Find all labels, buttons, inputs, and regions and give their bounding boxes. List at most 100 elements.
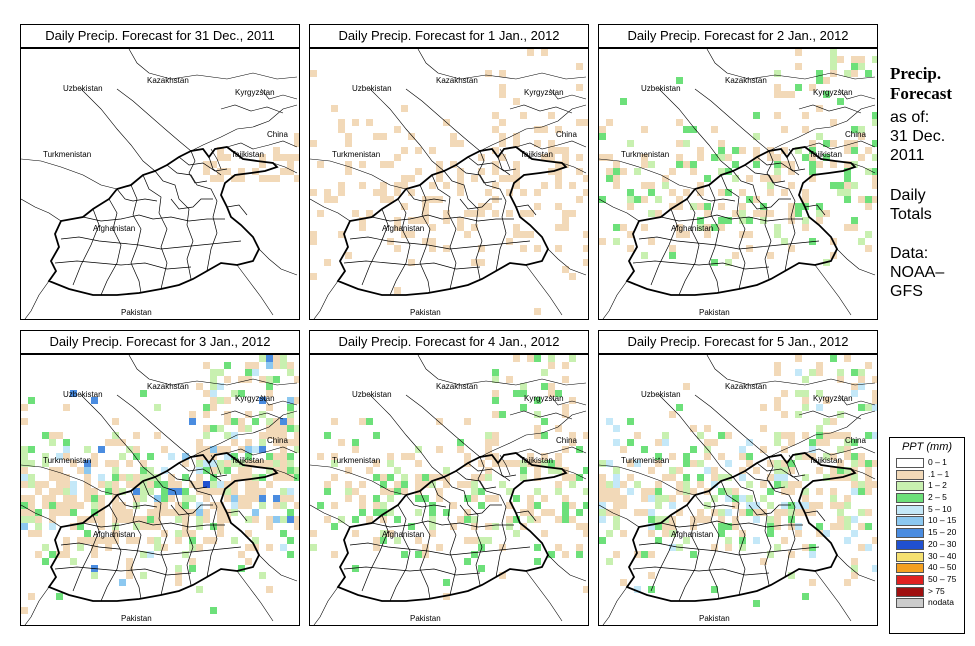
precip-cell	[697, 203, 704, 210]
precip-cell	[224, 168, 231, 175]
precip-cell	[788, 502, 795, 509]
precip-cell	[457, 446, 464, 453]
precip-cell	[182, 488, 189, 495]
precip-cell	[767, 474, 774, 481]
precip-cell	[63, 537, 70, 544]
precip-cell	[641, 509, 648, 516]
precip-cell	[718, 203, 725, 210]
precip-cell	[858, 509, 865, 516]
precip-cell	[576, 154, 583, 161]
province-boundary	[786, 156, 800, 176]
precip-cell	[809, 446, 816, 453]
precip-cell	[648, 516, 655, 523]
precip-cell	[676, 140, 683, 147]
precip-cell	[844, 523, 851, 530]
country-label-kyrgyzstan: Kyrgyzstan	[235, 88, 275, 97]
precip-cell	[606, 558, 613, 565]
precip-cell	[788, 245, 795, 252]
data-source-block: Data: NOAA– GFS	[890, 244, 975, 301]
precip-cell	[599, 495, 606, 502]
country-label-turkmenistan: Turkmenistan	[332, 456, 380, 465]
precip-cell	[725, 509, 732, 516]
country-border	[21, 158, 118, 190]
precip-cell	[345, 252, 352, 259]
precip-cell	[816, 210, 823, 217]
precip-cell	[224, 362, 231, 369]
precip-cell	[562, 467, 569, 474]
legend-label: 40 – 50	[928, 562, 957, 573]
precip-cell	[84, 488, 91, 495]
country-border	[272, 162, 298, 174]
country-border	[128, 355, 172, 386]
precip-cell	[683, 231, 690, 238]
precip-cell	[294, 439, 299, 446]
precip-cell	[259, 411, 266, 418]
province-boundary	[208, 156, 222, 176]
precip-cell	[534, 467, 541, 474]
precip-cell	[823, 439, 830, 446]
country-border	[602, 586, 628, 625]
legend-item: > 75	[890, 586, 964, 598]
precip-cell	[562, 147, 569, 154]
precip-cell	[739, 467, 746, 474]
legend-item: 2 – 5	[890, 492, 964, 504]
precip-cell	[387, 161, 394, 168]
precip-cell	[182, 551, 189, 558]
precip-cell	[450, 161, 457, 168]
precip-cell	[746, 175, 753, 182]
precip-cell	[837, 446, 844, 453]
precip-cell	[795, 523, 802, 530]
precip-cell	[91, 495, 98, 502]
precip-cell	[555, 203, 562, 210]
precip-cell	[655, 488, 662, 495]
precip-cell	[252, 481, 259, 488]
precip-cell	[548, 154, 555, 161]
precip-cell	[280, 495, 287, 502]
precip-cell	[280, 544, 287, 551]
panel-title: Daily Precip. Forecast for 5 Jan., 2012	[598, 330, 878, 354]
precip-cell	[690, 488, 697, 495]
precip-cell	[28, 516, 35, 523]
precip-cell	[217, 523, 224, 530]
precip-cell	[436, 418, 443, 425]
precip-cell	[718, 154, 725, 161]
precip-cell	[436, 196, 443, 203]
precip-cell	[562, 404, 569, 411]
precip-cell	[112, 495, 119, 502]
precip-cell	[753, 509, 760, 516]
precip-cell	[147, 453, 154, 460]
precip-cell	[245, 362, 252, 369]
precip-cell	[317, 161, 324, 168]
country-border	[21, 198, 62, 222]
precip-cell	[84, 481, 91, 488]
precip-cell	[196, 474, 203, 481]
province-boundary	[467, 156, 517, 172]
province-boundary	[82, 520, 225, 528]
precip-cell	[555, 147, 562, 154]
precip-cell	[492, 168, 499, 175]
precip-cell	[802, 432, 809, 439]
precip-cell	[49, 523, 56, 530]
precip-cell	[697, 509, 704, 516]
precip-cell	[366, 210, 373, 217]
precip-cell	[718, 140, 725, 147]
precip-cell	[21, 404, 28, 411]
precip-cell	[210, 488, 217, 495]
precip-cell	[676, 488, 683, 495]
panel-map: Uzbekistan Kazakhstan Kyrgyzstan China Turkm…	[598, 48, 878, 320]
province-boundary	[166, 470, 218, 578]
precip-cell	[196, 586, 203, 593]
precip-cell	[238, 565, 245, 572]
province-boundary	[477, 150, 497, 184]
precip-cell	[562, 217, 569, 224]
precip-cell	[210, 523, 217, 530]
precip-cell	[851, 460, 858, 467]
legend-swatch	[896, 586, 924, 597]
precip-cell	[788, 210, 795, 217]
precip-cell	[774, 91, 781, 98]
precip-cell	[422, 481, 429, 488]
country-border	[258, 248, 298, 276]
precip-cell	[520, 404, 527, 411]
legend-item: .1 – 1	[890, 469, 964, 481]
